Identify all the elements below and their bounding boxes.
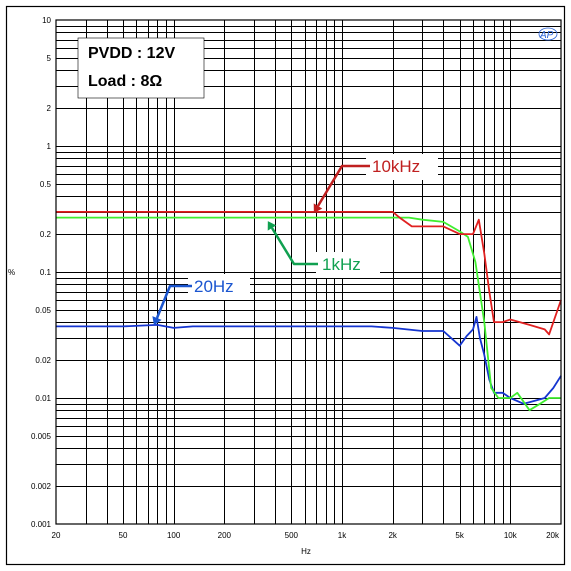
y-axis-label: % bbox=[8, 268, 15, 277]
annotation-background bbox=[366, 154, 438, 180]
info-box: PVDD : 12V Load : 8Ω bbox=[77, 37, 205, 99]
annotation-label: 10kHz bbox=[372, 157, 420, 176]
annotation-background bbox=[316, 252, 380, 278]
x-tick-label: 5k bbox=[455, 531, 464, 540]
outer-frame bbox=[5, 5, 566, 566]
annotation-leader bbox=[155, 284, 192, 319]
x-tick-label: 100 bbox=[167, 531, 181, 540]
y-tick-label: 10 bbox=[42, 16, 51, 25]
x-tick-label: 20 bbox=[52, 531, 61, 540]
x-tick-label: 10k bbox=[504, 531, 518, 540]
series-lines bbox=[56, 210, 562, 412]
annotation-label: 20Hz bbox=[194, 277, 234, 296]
info-box-background bbox=[77, 37, 205, 99]
y-tick-label: 5 bbox=[47, 54, 52, 63]
series-line-20hz bbox=[56, 315, 562, 405]
y-tick-label: 0.5 bbox=[40, 180, 52, 189]
plot-frame bbox=[55, 19, 562, 525]
y-tick-label: 0.01 bbox=[35, 394, 51, 403]
x-tick-label: 500 bbox=[285, 531, 299, 540]
y-tick-label: 0.002 bbox=[31, 482, 52, 491]
ap-logo-text: AP bbox=[539, 30, 554, 41]
annotations: 10kHz 1kHz 20Hz bbox=[152, 154, 438, 326]
annotation-arrowhead bbox=[267, 221, 277, 231]
y-tick-label: 0.02 bbox=[35, 356, 51, 365]
x-tick-label: 50 bbox=[119, 531, 128, 540]
ap-logo: AP bbox=[538, 27, 558, 41]
y-tick-label: 0.05 bbox=[35, 306, 51, 315]
y-tick-label: 2 bbox=[47, 104, 52, 113]
x-tick-label: 2k bbox=[388, 531, 397, 540]
y-tick-label: 1 bbox=[47, 142, 52, 151]
annotation-leader bbox=[316, 164, 370, 207]
x-tick-label: 1k bbox=[338, 531, 347, 540]
tick-labels: 20 50 100 200 500 1k 2k 5k 10k 20k 10 5 2 1 0.5 0.2 0.1 0… bbox=[31, 16, 560, 540]
annotation-arrowhead bbox=[152, 316, 162, 326]
y-tick-label: 0.2 bbox=[40, 230, 52, 239]
info-pvdd: PVDD : 12V bbox=[88, 45, 175, 62]
series-line-10khz bbox=[56, 210, 562, 336]
info-load: Load : 8Ω bbox=[88, 73, 162, 90]
annotation-arrowhead bbox=[313, 203, 323, 213]
y-tick-label: 0.005 bbox=[31, 432, 52, 441]
series-line-1khz bbox=[56, 216, 561, 412]
x-tick-label: 20k bbox=[546, 531, 560, 540]
x-tick-label: 200 bbox=[218, 531, 232, 540]
annotation-background bbox=[188, 274, 250, 300]
ap-logo-ring bbox=[538, 27, 558, 41]
y-tick-label: 0.1 bbox=[40, 268, 52, 277]
annotation-leader bbox=[270, 227, 318, 266]
y-tick-label: 0.001 bbox=[31, 520, 52, 529]
x-axis-label: Hz bbox=[301, 547, 311, 556]
annotation-label: 1kHz bbox=[322, 255, 361, 274]
